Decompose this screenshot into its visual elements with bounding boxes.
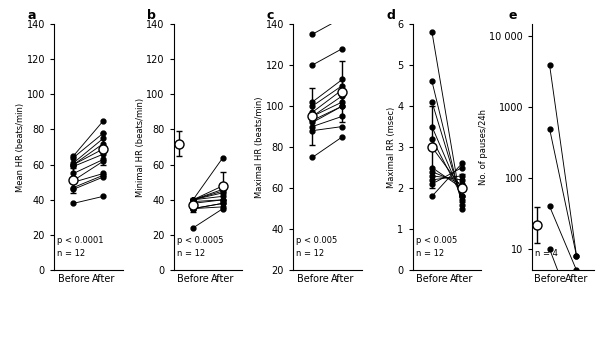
- Text: Medscape ®: Medscape ®: [6, 327, 68, 337]
- Text: p < 0.0005
n = 12: p < 0.0005 n = 12: [177, 236, 223, 258]
- Y-axis label: Mean HR (beats/min): Mean HR (beats/min): [16, 103, 25, 192]
- Text: e: e: [508, 9, 517, 22]
- Text: p < 0.005
n = 12: p < 0.005 n = 12: [296, 236, 338, 258]
- Text: b: b: [148, 9, 156, 22]
- Text: d: d: [386, 9, 395, 22]
- Y-axis label: Maximal RR (msec): Maximal RR (msec): [387, 106, 396, 188]
- Text: n = 4: n = 4: [535, 249, 558, 258]
- Text: p < 0.0001
n = 12: p < 0.0001 n = 12: [58, 236, 104, 258]
- Y-axis label: Maximal HR (beats/min): Maximal HR (beats/min): [255, 96, 264, 198]
- Y-axis label: Minimal HR (beats/min): Minimal HR (beats/min): [136, 97, 145, 197]
- Text: http://www.medscape.com: http://www.medscape.com: [464, 327, 594, 337]
- Text: p < 0.005
n = 12: p < 0.005 n = 12: [416, 236, 457, 258]
- Text: a: a: [28, 9, 37, 22]
- Text: c: c: [267, 9, 274, 22]
- Y-axis label: No. of pauses/24h: No. of pauses/24h: [479, 109, 488, 185]
